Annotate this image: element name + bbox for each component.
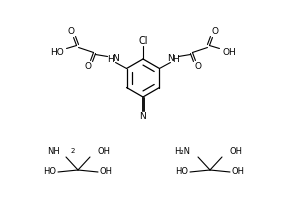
- Text: OH: OH: [231, 168, 245, 177]
- Text: OH: OH: [98, 147, 111, 156]
- Text: H: H: [172, 55, 179, 64]
- Text: OH: OH: [223, 48, 236, 57]
- Text: O: O: [67, 27, 74, 36]
- Text: HO: HO: [43, 168, 57, 177]
- Text: NH: NH: [47, 147, 60, 156]
- Text: H: H: [107, 55, 114, 64]
- Text: OH: OH: [100, 168, 112, 177]
- Text: O: O: [84, 62, 91, 71]
- Text: OH: OH: [230, 147, 243, 156]
- Text: N: N: [167, 54, 174, 63]
- Text: O: O: [195, 62, 202, 71]
- Text: N: N: [112, 54, 119, 63]
- Text: N: N: [140, 111, 146, 120]
- Text: O: O: [212, 27, 219, 36]
- Text: 2: 2: [71, 148, 76, 154]
- Text: H₂N: H₂N: [174, 147, 190, 156]
- Text: HO: HO: [50, 48, 63, 57]
- Text: HO: HO: [176, 168, 188, 177]
- Text: Cl: Cl: [138, 36, 148, 46]
